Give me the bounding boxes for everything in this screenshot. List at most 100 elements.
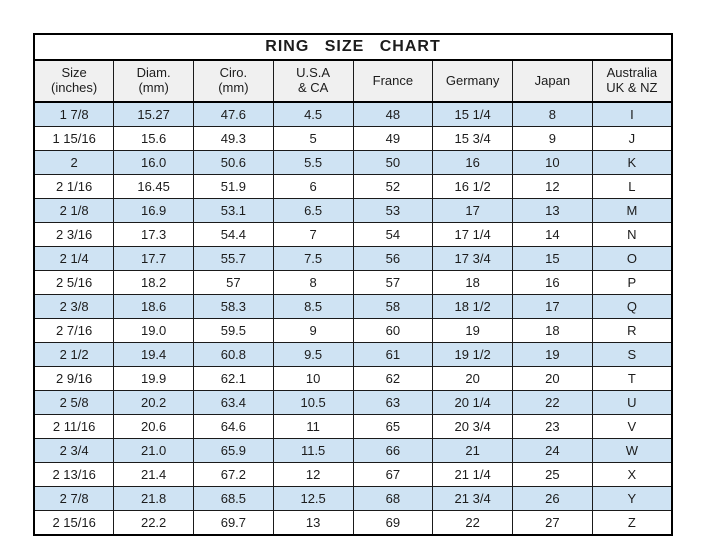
cell-size-inches: 2 5/8	[33, 390, 115, 415]
cell-usa-ca: 6.5	[272, 198, 354, 223]
cell-ciro-mm: 53.1	[193, 198, 274, 223]
cell-germany: 21	[432, 438, 513, 463]
cell-usa-ca: 6	[272, 174, 354, 199]
column-header-diam-mm: Diam. (mm)	[113, 59, 194, 103]
cell-diam-mm: 15.27	[113, 101, 194, 127]
column-header-row: Size (inches) Diam. (mm) Ciro. (mm) U.S.A & CA F…	[33, 59, 673, 103]
cell-usa-ca: 12	[272, 462, 354, 487]
cell-ciro-mm: 67.2	[193, 462, 274, 487]
cell-usa-ca: 10	[272, 366, 354, 391]
cell-diam-mm: 18.6	[113, 294, 194, 319]
cell-australia-uk-nz: R	[591, 318, 673, 343]
cell-ciro-mm: 55.7	[193, 246, 274, 271]
table-row: 2 15/16 22.2 69.7 13 69 22 27 Z	[33, 510, 673, 536]
cell-diam-mm: 20.2	[113, 390, 194, 415]
cell-france: 48	[352, 101, 434, 127]
cell-japan: 15	[512, 246, 593, 271]
cell-australia-uk-nz: L	[591, 174, 673, 199]
cell-japan: 19	[512, 342, 593, 367]
cell-ciro-mm: 68.5	[193, 486, 274, 511]
column-header-size-inches: Size (inches)	[33, 59, 115, 103]
cell-germany: 21 1/4	[432, 462, 513, 487]
cell-japan: 17	[512, 294, 593, 319]
cell-size-inches: 2 3/16	[33, 222, 115, 247]
cell-france: 54	[352, 222, 434, 247]
cell-germany: 17 3/4	[432, 246, 513, 271]
cell-ciro-mm: 58.3	[193, 294, 274, 319]
cell-size-inches: 2 7/8	[33, 486, 115, 511]
cell-diam-mm: 17.3	[113, 222, 194, 247]
cell-ciro-mm: 63.4	[193, 390, 274, 415]
cell-usa-ca: 5.5	[272, 150, 354, 175]
cell-japan: 10	[512, 150, 593, 175]
cell-japan: 22	[512, 390, 593, 415]
column-header-label: France	[372, 72, 414, 88]
column-header-label: Germany	[445, 72, 500, 88]
cell-australia-uk-nz: X	[591, 462, 673, 487]
table-row: 2 1/16 16.45 51.9 6 52 16 1/2 12 L	[33, 174, 673, 199]
cell-france: 60	[352, 318, 434, 343]
cell-france: 56	[352, 246, 434, 271]
cell-germany: 21 3/4	[432, 486, 513, 511]
column-header-sublabel: (mm)	[138, 80, 169, 95]
cell-japan: 12	[512, 174, 593, 199]
cell-japan: 13	[512, 198, 593, 223]
cell-france: 61	[352, 342, 434, 367]
cell-diam-mm: 16.45	[113, 174, 194, 199]
cell-france: 52	[352, 174, 434, 199]
column-header-sublabel: UK & NZ	[606, 80, 658, 95]
cell-ciro-mm: 54.4	[193, 222, 274, 247]
table-row: 1 15/16 15.6 49.3 5 49 15 3/4 9 J	[33, 126, 673, 151]
cell-australia-uk-nz: M	[591, 198, 673, 223]
cell-germany: 19	[432, 318, 513, 343]
cell-france: 63	[352, 390, 434, 415]
column-header-japan: Japan	[512, 59, 593, 103]
cell-diam-mm: 22.2	[113, 510, 194, 536]
cell-france: 53	[352, 198, 434, 223]
cell-germany: 20 1/4	[432, 390, 513, 415]
column-header-ciro-mm: Ciro. (mm)	[193, 59, 274, 103]
cell-size-inches: 1 7/8	[33, 101, 115, 127]
cell-germany: 20	[432, 366, 513, 391]
cell-size-inches: 2 11/16	[33, 414, 115, 439]
cell-size-inches: 2 7/16	[33, 318, 115, 343]
table-body: 1 7/8 15.27 47.6 4.5 48 15 1/4 8 I 1 15/16 15.6 49…	[33, 101, 673, 536]
cell-usa-ca: 11	[272, 414, 354, 439]
table-row: 2 7/8 21.8 68.5 12.5 68 21 3/4 26 Y	[33, 486, 673, 511]
cell-australia-uk-nz: T	[591, 366, 673, 391]
cell-france: 69	[352, 510, 434, 536]
cell-diam-mm: 19.9	[113, 366, 194, 391]
cell-ciro-mm: 69.7	[193, 510, 274, 536]
cell-usa-ca: 10.5	[272, 390, 354, 415]
cell-diam-mm: 16.0	[113, 150, 194, 175]
cell-japan: 25	[512, 462, 593, 487]
column-header-label: Japan	[534, 72, 571, 88]
cell-germany: 22	[432, 510, 513, 536]
cell-diam-mm: 20.6	[113, 414, 194, 439]
cell-germany: 18	[432, 270, 513, 295]
cell-france: 68	[352, 486, 434, 511]
cell-australia-uk-nz: I	[591, 101, 673, 127]
cell-germany: 15 3/4	[432, 126, 513, 151]
cell-usa-ca: 12.5	[272, 486, 354, 511]
table-row: 2 9/16 19.9 62.1 10 62 20 20 T	[33, 366, 673, 391]
cell-size-inches: 2 13/16	[33, 462, 115, 487]
cell-usa-ca: 13	[272, 510, 354, 536]
cell-usa-ca: 7.5	[272, 246, 354, 271]
column-header-germany: Germany	[432, 59, 513, 103]
cell-ciro-mm: 51.9	[193, 174, 274, 199]
cell-australia-uk-nz: S	[591, 342, 673, 367]
table-row: 2 5/8 20.2 63.4 10.5 63 20 1/4 22 U	[33, 390, 673, 415]
cell-diam-mm: 15.6	[113, 126, 194, 151]
cell-ciro-mm: 59.5	[193, 318, 274, 343]
cell-size-inches: 1 15/16	[33, 126, 115, 151]
cell-diam-mm: 21.8	[113, 486, 194, 511]
chart-title: RING SIZE CHART	[33, 33, 673, 61]
ring-size-chart-table: RING SIZE CHART Size (inches) Diam. (mm) Cir…	[33, 33, 673, 536]
cell-usa-ca: 11.5	[272, 438, 354, 463]
cell-japan: 16	[512, 270, 593, 295]
cell-germany: 17	[432, 198, 513, 223]
cell-germany: 18 1/2	[432, 294, 513, 319]
cell-size-inches: 2 5/16	[33, 270, 115, 295]
cell-france: 67	[352, 462, 434, 487]
